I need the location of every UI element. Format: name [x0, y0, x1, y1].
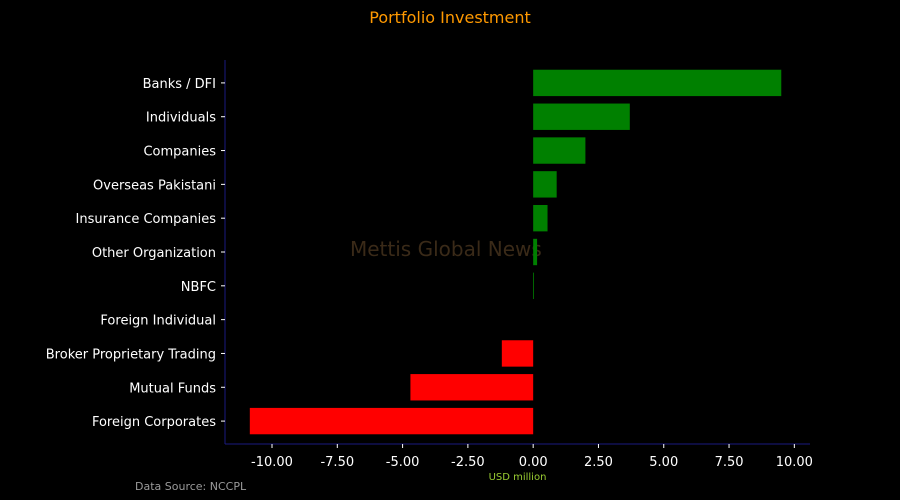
x-tick-label: 7.50 [715, 455, 744, 470]
bar-banks-dfi [533, 69, 782, 97]
watermark-text: Mettis Global News [350, 237, 542, 261]
bar-other-organization [533, 238, 538, 266]
y-tick-label: Foreign Individual [100, 314, 216, 329]
y-tick-label: Insurance Companies [76, 212, 217, 227]
y-tick-label: Companies [143, 145, 216, 160]
bar-companies [533, 137, 586, 164]
y-tick-label: Foreign Corporates [92, 415, 216, 430]
bar-individuals [533, 103, 630, 130]
y-tick-label: Other Organization [92, 246, 216, 261]
bar-insurance-companies [533, 204, 548, 232]
chart-title: Portfolio Investment [369, 8, 531, 27]
data-source-note: Data Source: NCCPL [135, 480, 247, 493]
bar-overseas-pakistani [533, 171, 557, 198]
x-tick-label: -7.50 [320, 455, 354, 470]
y-tick-label: Individuals [146, 111, 216, 126]
y-tick-label: Overseas Pakistani [93, 178, 216, 193]
x-tick-label: 2.50 [584, 455, 613, 470]
x-axis-label: USD million [488, 472, 547, 483]
x-tick-label: -5.00 [386, 455, 420, 470]
x-tick-label: -10.00 [251, 455, 293, 470]
x-tick-label: 10.00 [776, 455, 813, 470]
x-tick-label: 5.00 [649, 455, 678, 470]
bar-broker-proprietary-trading [501, 340, 534, 367]
y-tick-label: Mutual Funds [129, 381, 216, 396]
y-tick-label: Broker Proprietary Trading [46, 347, 216, 362]
bar-mutual-funds [410, 374, 534, 401]
bar-foreign-corporates [249, 407, 534, 435]
x-tick-label: -2.50 [451, 455, 485, 470]
x-tick-label: 0.00 [519, 455, 548, 470]
y-tick-label: Banks / DFI [143, 77, 216, 92]
bar-nbfc [533, 272, 534, 300]
y-tick-label: NBFC [181, 280, 216, 295]
